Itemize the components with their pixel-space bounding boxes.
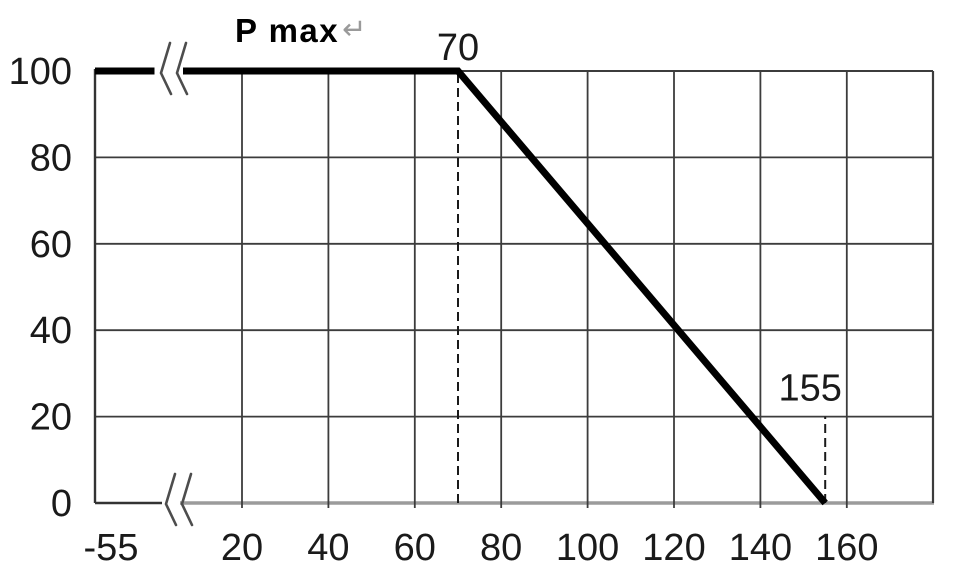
axis-break-mark-top bbox=[175, 41, 189, 96]
carriage-return-icon: ↵ bbox=[342, 14, 368, 46]
y-tick-label: 40 bbox=[30, 310, 72, 352]
axis-break-mark-bottom bbox=[164, 472, 178, 527]
y-tick-label: 80 bbox=[30, 137, 72, 179]
chart-title: P max ↵ bbox=[235, 12, 368, 49]
x-tick-label: 40 bbox=[307, 527, 349, 569]
x-tick-label: 100 bbox=[556, 527, 619, 569]
derating-curve bbox=[95, 67, 828, 506]
axis-break-mark-bottom bbox=[180, 472, 194, 527]
y-tick-label: 100 bbox=[9, 51, 72, 93]
axis-break-mark-top bbox=[159, 41, 173, 96]
y-tick-label: 20 bbox=[30, 397, 72, 439]
x-tick-label: 160 bbox=[815, 527, 878, 569]
x-tick-label: 20 bbox=[221, 527, 263, 569]
y-tick-label: 60 bbox=[30, 224, 72, 266]
annotation-70: 70 bbox=[437, 27, 479, 69]
x-tick-label: 120 bbox=[642, 527, 705, 569]
y-tick-label: 0 bbox=[51, 483, 72, 525]
annotation-155: 155 bbox=[778, 368, 841, 410]
x-tick-label: 60 bbox=[394, 527, 436, 569]
chart-title-text: P max bbox=[235, 12, 339, 49]
x-tick-label: 80 bbox=[480, 527, 522, 569]
x-tick-label: 140 bbox=[729, 527, 792, 569]
x-tick-label: -55 bbox=[84, 527, 139, 569]
